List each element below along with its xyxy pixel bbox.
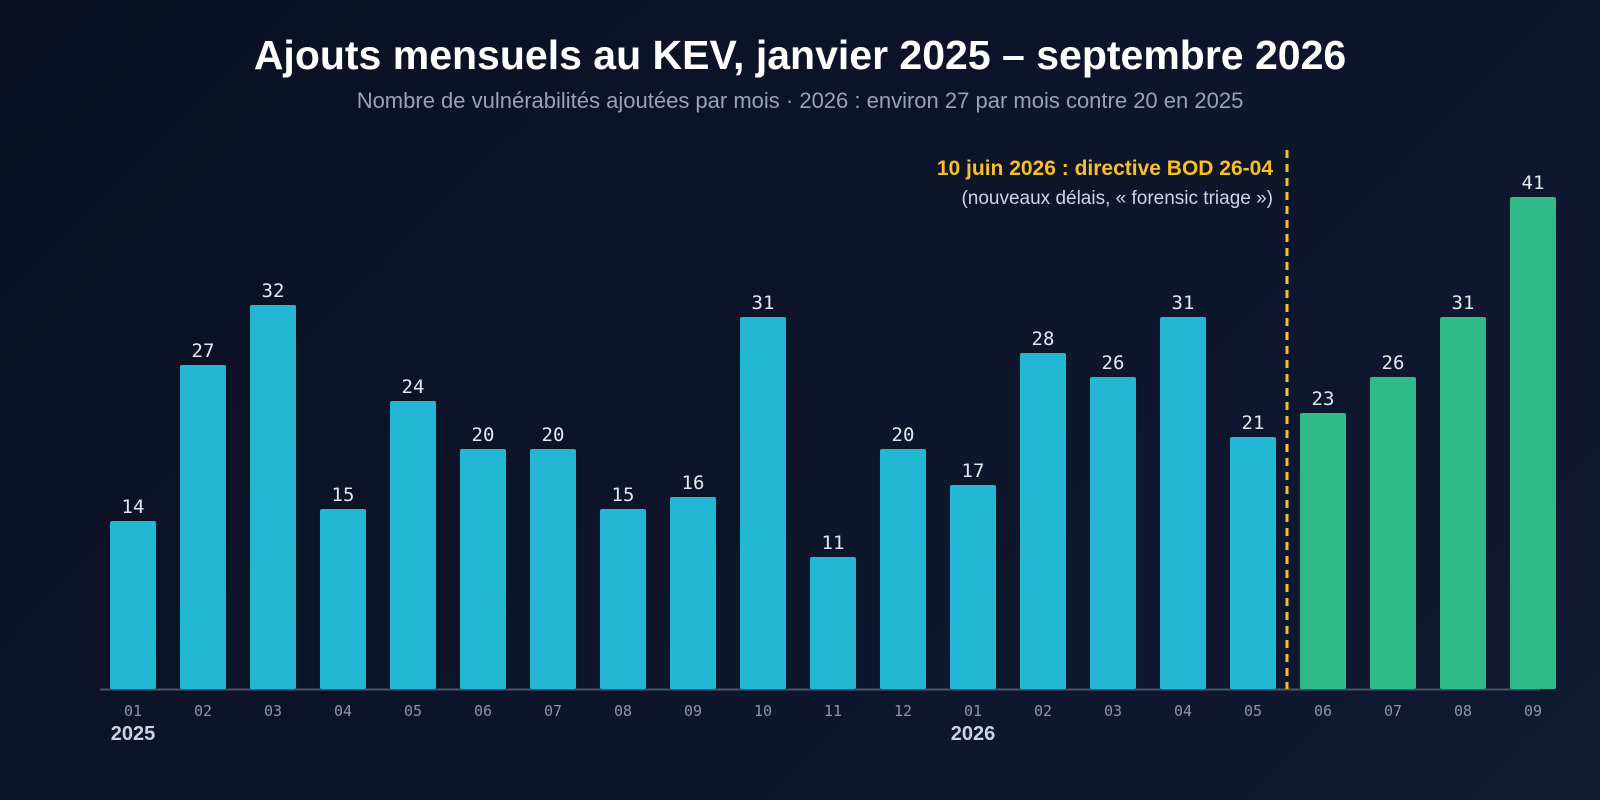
data-label: 28	[1032, 328, 1055, 350]
data-label: 20	[892, 424, 915, 446]
x-tick-label: 03	[1104, 702, 1122, 720]
data-label: 20	[542, 424, 565, 446]
x-tick-label: 12	[894, 702, 912, 720]
data-label: 21	[1242, 412, 1265, 434]
bar	[1440, 317, 1486, 689]
bar	[1090, 377, 1136, 689]
bar	[530, 449, 576, 689]
x-tick-label: 05	[1244, 702, 1262, 720]
x-tick-label: 07	[1384, 702, 1402, 720]
annotation-title: 10 juin 2026 : directive BOD 26-04	[937, 157, 1273, 180]
year-label: 2026	[951, 723, 996, 745]
x-tick-label: 07	[544, 702, 562, 720]
bar	[1160, 317, 1206, 689]
x-tick-label: 02	[194, 702, 212, 720]
data-label: 41	[1522, 172, 1545, 194]
data-label: 32	[262, 280, 285, 302]
year-label: 2025	[111, 723, 156, 745]
data-label: 11	[822, 532, 845, 554]
bar	[180, 365, 226, 689]
bar	[250, 305, 296, 689]
x-tick-label: 03	[264, 702, 282, 720]
x-tick-label: 09	[684, 702, 702, 720]
x-tick-label: 08	[1454, 702, 1472, 720]
x-tick-label: 02	[1034, 702, 1052, 720]
x-tick-label: 11	[824, 702, 842, 720]
data-label: 24	[402, 376, 425, 398]
data-label: 31	[752, 292, 775, 314]
data-label: 16	[682, 472, 705, 494]
bar	[1510, 197, 1556, 689]
x-tick-label: 01	[124, 702, 142, 720]
annotation-subtitle: (nouveaux délais, « forensic triage »)	[961, 188, 1273, 209]
x-tick-label: 10	[754, 702, 772, 720]
x-tick-label: 08	[614, 702, 632, 720]
bar	[460, 449, 506, 689]
data-label: 26	[1382, 352, 1405, 374]
bar	[600, 509, 646, 689]
chart-title: Ajouts mensuels au KEV, janvier 2025 – s…	[253, 32, 1347, 78]
bar	[740, 317, 786, 689]
data-label: 26	[1102, 352, 1125, 374]
data-label: 15	[612, 484, 635, 506]
data-label: 23	[1312, 388, 1335, 410]
x-tick-label: 04	[1174, 702, 1192, 720]
bar	[320, 509, 366, 689]
bar	[670, 497, 716, 689]
bar	[1370, 377, 1416, 689]
x-tick-label: 06	[474, 702, 492, 720]
data-label: 17	[962, 460, 985, 482]
bar	[390, 401, 436, 689]
x-tick-label: 01	[964, 702, 982, 720]
x-tick-label: 05	[404, 702, 422, 720]
bar	[110, 521, 156, 689]
bar	[1300, 413, 1346, 689]
x-tick-label: 06	[1314, 702, 1332, 720]
chart-subtitle: Nombre de vulnérabilités ajoutées par mo…	[356, 88, 1244, 113]
bar	[810, 557, 856, 689]
x-tick-label: 09	[1524, 702, 1542, 720]
x-tick-label: 04	[334, 702, 352, 720]
data-label: 15	[332, 484, 355, 506]
bar	[1230, 437, 1276, 689]
bar	[880, 449, 926, 689]
data-label: 31	[1452, 292, 1475, 314]
data-label: 14	[122, 496, 145, 518]
bar	[1020, 353, 1066, 689]
bar	[950, 485, 996, 689]
data-label: 20	[472, 424, 495, 446]
data-label: 27	[192, 340, 215, 362]
data-label: 31	[1172, 292, 1195, 314]
